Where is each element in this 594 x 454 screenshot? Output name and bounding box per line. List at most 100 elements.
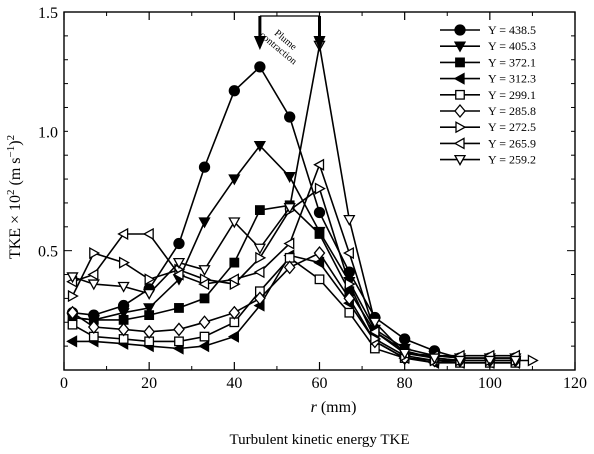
legend-label: Y = 312.3 [488, 72, 536, 86]
data-point [314, 182, 326, 195]
data-point [428, 353, 441, 365]
data-point [87, 268, 99, 281]
data-point [343, 214, 356, 226]
data-point [227, 330, 239, 343]
data-point [283, 203, 296, 215]
x-axis-label: r (mm) [311, 399, 357, 416]
legend-marker [453, 154, 467, 166]
legend-label: Y = 259.2 [488, 153, 536, 167]
data-point [228, 85, 240, 97]
legend-marker [455, 121, 467, 134]
legend-marker [453, 72, 465, 85]
data-point [174, 303, 184, 313]
data-point [398, 348, 411, 360]
y-axis-unit: (m s [7, 157, 24, 189]
legend-item: Y = 405.3 [440, 39, 536, 53]
data-point [67, 289, 79, 303]
y-axis-unit-exp: −1 [5, 146, 17, 158]
x-axis-var: r [311, 399, 318, 416]
data-point [198, 277, 210, 291]
data-point [199, 293, 210, 304]
data-point [313, 256, 325, 269]
data-point [283, 172, 296, 184]
data-point [527, 354, 539, 367]
data-point [143, 288, 156, 300]
legend-label: Y = 265.9 [488, 136, 536, 150]
annotation-arrowhead [313, 36, 326, 50]
data-point [117, 322, 130, 337]
legend-item: Y = 299.1 [440, 88, 536, 102]
data-point [144, 273, 156, 286]
data-point [144, 310, 155, 321]
legend-item: Y = 438.5 [440, 23, 536, 37]
figure-caption: Turbulent kinetic energy TKE [229, 432, 409, 448]
data-point [143, 324, 156, 339]
legend-item: Y = 259.2 [440, 153, 536, 167]
data-point [370, 332, 382, 346]
y-tick-label: 1.5 [38, 5, 58, 22]
x-axis-unit: (mm) [317, 399, 357, 416]
data-point [198, 161, 211, 173]
data-point [118, 256, 130, 269]
data-point [313, 206, 326, 219]
data-point [198, 217, 211, 229]
axis-ticks: 0 20 40 60 80 100 120 0.5 1.0 1.5 [38, 5, 587, 392]
data-point [198, 265, 211, 277]
y-axis-main: TKE × 10 [7, 195, 24, 259]
data-point [66, 335, 78, 348]
data-point [173, 237, 185, 250]
y-axis-unit-close: ) [7, 140, 24, 145]
legend-label: Y = 299.1 [488, 88, 536, 102]
x-tick-label: 40 [226, 375, 242, 392]
data-point [284, 111, 296, 123]
y-tick-label: 0.5 [38, 244, 58, 261]
x-tick-label: 100 [478, 375, 502, 392]
data-point [67, 319, 78, 330]
data-point [117, 308, 130, 320]
data-point [66, 272, 79, 284]
data-point [255, 251, 267, 264]
data-point [66, 305, 79, 320]
legend-label: Y = 372.1 [488, 55, 536, 69]
data-point [343, 291, 356, 306]
legend-item: Y = 272.5 [440, 120, 536, 134]
data-point [143, 303, 156, 315]
data-point [483, 355, 496, 367]
data-point [142, 227, 154, 241]
data-point [173, 322, 185, 337]
legend-marker [453, 137, 465, 150]
data-point [368, 325, 380, 338]
legend: Y = 438.5 Y = 405.3 Y = 372.1 Y = 312.3 Y = … [440, 23, 536, 167]
data-point [253, 266, 265, 279]
y-axis-label: TKE × 102 (m s−1)2 [5, 135, 24, 259]
legend-marker [454, 24, 466, 36]
data-point [172, 257, 186, 269]
data-point [342, 246, 354, 260]
data-point [368, 317, 381, 329]
series-9 [66, 40, 522, 367]
x-tick-label: 0 [60, 375, 68, 392]
data-point [313, 158, 325, 171]
legend-label: Y = 405.3 [488, 39, 536, 53]
data-point [117, 227, 129, 241]
legend-item: Y = 265.9 [440, 136, 536, 150]
data-point [89, 246, 101, 260]
data-point [87, 320, 100, 335]
data-point [227, 273, 239, 286]
data-point [283, 260, 296, 275]
data-point [199, 331, 210, 342]
x-tick-label: 80 [397, 375, 413, 392]
data-point [399, 333, 411, 345]
legend-item: Y = 285.8 [440, 103, 536, 119]
data-point [344, 307, 355, 318]
x-tick-label: 60 [312, 375, 328, 392]
data-point [509, 355, 522, 367]
data-point [453, 355, 467, 367]
y-axis-unit-exp2: 2 [5, 135, 17, 141]
data-point [172, 268, 184, 281]
data-point [254, 61, 266, 73]
legend-label: Y = 272.5 [488, 120, 536, 134]
data-point [228, 217, 241, 229]
